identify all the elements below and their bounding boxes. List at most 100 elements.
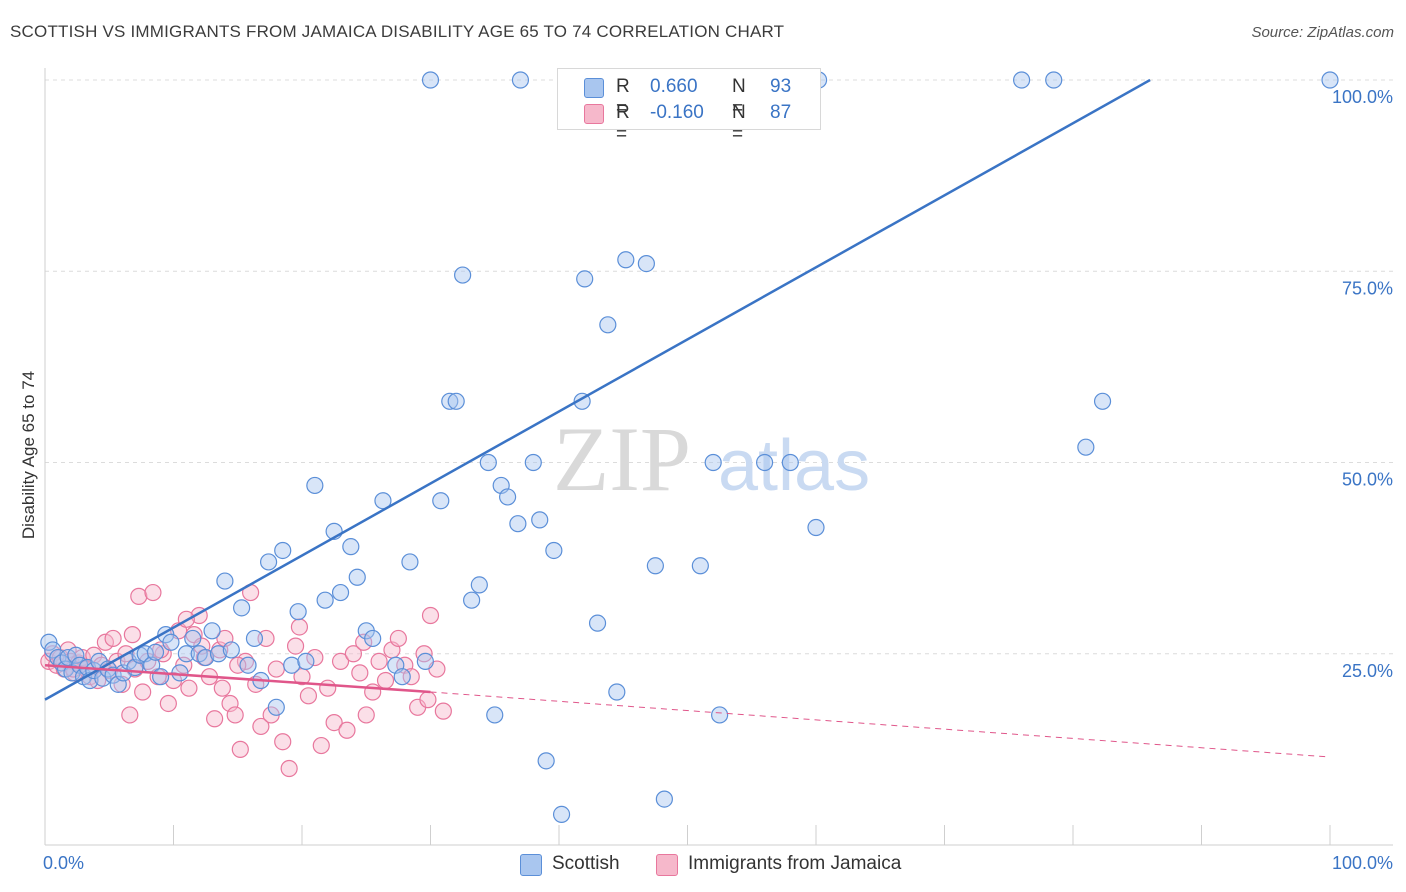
- scottish-point: [463, 591, 481, 609]
- jamaica-point: [319, 679, 337, 697]
- scottish-point: [177, 645, 195, 663]
- scottish-point: [1045, 71, 1063, 89]
- scottish-point: [486, 706, 504, 724]
- scottish-point: [348, 568, 366, 586]
- scottish-point: [524, 453, 542, 472]
- scottish-point: [297, 652, 315, 671]
- scottish-trend-line: [44, 78, 1151, 701]
- axis-labels: 25.0% 50.0% 75.0% 100.0% 0.0% 100.0%: [43, 87, 1393, 873]
- scottish-point: [146, 643, 165, 661]
- jamaica-point: [290, 618, 309, 636]
- y-tick-label: 50.0%: [1342, 470, 1393, 490]
- jamaica-point: [123, 626, 141, 644]
- jamaica-point: [402, 668, 420, 686]
- scottish-point: [470, 576, 488, 594]
- scottish-point: [393, 668, 411, 686]
- jamaica-point: [180, 679, 198, 697]
- scottish-point: [233, 599, 251, 617]
- jamaica-point: [280, 759, 298, 778]
- scottish-point: [67, 646, 85, 664]
- jamaica-point: [419, 691, 437, 709]
- jamaica-trend-extension: [430, 691, 1331, 758]
- legend-n-value: 87: [770, 102, 792, 123]
- scottish-point: [364, 629, 382, 648]
- scottish-point: [416, 652, 434, 671]
- watermark-atlas: atlas: [718, 426, 870, 506]
- scottish-point: [1321, 71, 1339, 89]
- scottish-point: [479, 453, 497, 472]
- jamaica-point: [231, 740, 249, 758]
- scottish-point: [691, 557, 709, 575]
- scottish-point: [781, 453, 799, 472]
- bottom-legend-swatch-scottish: [520, 854, 542, 876]
- jamaica-point: [226, 706, 244, 724]
- scottish-point: [203, 622, 221, 640]
- jamaica-point: [213, 679, 231, 697]
- y-tick-label: 75.0%: [1342, 278, 1393, 298]
- scottish-point: [197, 648, 215, 667]
- bottom-legend-swatch-jamaica: [656, 854, 678, 876]
- scottish-point: [441, 392, 459, 410]
- jamaica-point: [389, 629, 407, 648]
- scottish-point: [1012, 71, 1031, 89]
- scottish-point: [222, 641, 240, 659]
- jamaica-point: [134, 683, 152, 701]
- jamaica-point: [351, 664, 369, 682]
- legend-swatch-jamaica: [584, 104, 604, 124]
- scottish-point: [646, 557, 664, 575]
- scottish-point: [1093, 392, 1112, 410]
- scottish-point: [807, 518, 825, 537]
- scottish-point: [509, 515, 527, 533]
- scottish-point: [342, 538, 360, 556]
- scottish-point: [545, 541, 563, 560]
- jamaica-point: [299, 687, 318, 705]
- scottish-point: [289, 603, 307, 621]
- scottish-point: [162, 633, 180, 651]
- jamaica-point: [121, 706, 139, 724]
- jamaica-point: [96, 633, 114, 651]
- jamaica-point: [325, 713, 343, 732]
- x-tick-label: 0.0%: [43, 853, 84, 873]
- scottish-point: [306, 476, 324, 495]
- scottish-point: [755, 453, 774, 472]
- jamaica-point: [306, 648, 324, 667]
- scottish-point: [152, 668, 170, 686]
- gridlines: [45, 79, 1393, 655]
- scottish-point: [599, 316, 617, 334]
- jamaica-point: [144, 583, 162, 602]
- legend-r-value: 0.660: [650, 76, 698, 97]
- jamaica-point: [104, 629, 122, 648]
- jamaica-point: [434, 702, 452, 720]
- y-axis-label: Disability Age 65 to 74: [19, 371, 38, 539]
- scottish-point: [274, 541, 292, 560]
- x-tick-label: 100.0%: [1332, 853, 1393, 873]
- legend-r-label: R =: [616, 76, 630, 119]
- scottish-point: [447, 392, 465, 410]
- scottish-point: [617, 251, 635, 269]
- scottish-point: [216, 572, 234, 590]
- scottish-point: [608, 683, 626, 701]
- scottish-point: [421, 71, 440, 89]
- scottish-point: [499, 488, 517, 506]
- legend-n-label: N =: [732, 102, 746, 145]
- chart-title: SCOTTISH VS IMMIGRANTS FROM JAMAICA DISA…: [10, 22, 785, 41]
- scottish-point: [511, 71, 530, 89]
- jamaica-point: [331, 652, 350, 671]
- scottish-point: [401, 553, 419, 571]
- jamaica-point: [206, 710, 224, 728]
- scottish-point: [1077, 438, 1095, 456]
- y-tick-label: 25.0%: [1342, 661, 1393, 681]
- bottom-legend-label-jamaica: Immigrants from Jamaica: [688, 853, 902, 874]
- scottish-point: [537, 752, 555, 770]
- watermark-zip: ZIP: [553, 408, 691, 510]
- jamaica-point: [421, 606, 440, 625]
- scottish-point: [432, 492, 450, 510]
- legend-n-label: N =: [732, 76, 746, 119]
- axes: [44, 68, 1393, 846]
- legend-r-label: R =: [616, 102, 630, 145]
- jamaica-point: [312, 736, 330, 755]
- scottish-point: [245, 629, 264, 648]
- jamaica-point: [286, 637, 305, 655]
- correlation-legend: R = 0.660 N = 93 R = -0.160 N = 87: [557, 68, 821, 145]
- jamaica-point: [252, 717, 270, 736]
